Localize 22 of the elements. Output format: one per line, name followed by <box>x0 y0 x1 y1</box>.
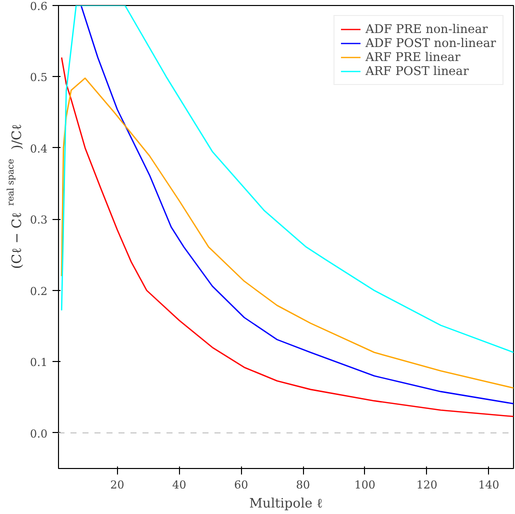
x-tick-label: 40 <box>172 478 186 492</box>
x-axis-title: Multipole ℓ <box>249 496 323 512</box>
y-tick-label: 0.1 <box>30 356 48 370</box>
y-tick-label: 0.3 <box>30 214 48 227</box>
y-tick-label: 0.6 <box>30 0 48 13</box>
legend-label: ADF PRE non-linear <box>365 22 488 36</box>
y-tick-label: 0.5 <box>30 71 48 84</box>
y-tick-label: 0.0 <box>30 427 48 440</box>
y-tick-label: 0.4 <box>30 142 48 156</box>
y-axis-title: (Cℓ − Cℓreal space)/Cℓ <box>6 124 25 269</box>
legend-label: ADF POST non-linear <box>365 36 496 50</box>
legend-label: ARF PRE linear <box>365 50 460 64</box>
x-tick-label: 140 <box>478 478 500 492</box>
x-tick-label: 120 <box>416 478 438 492</box>
x-tick-label: 80 <box>296 478 310 492</box>
line-series <box>60 6 514 354</box>
x-tick-label: 100 <box>354 478 376 492</box>
legend-label: ARF POST linear <box>365 64 469 78</box>
line-series <box>80 6 514 404</box>
y-tick-label: 0.2 <box>30 284 48 298</box>
x-tick-label: 60 <box>234 478 248 492</box>
x-tick-label: 20 <box>110 478 124 492</box>
